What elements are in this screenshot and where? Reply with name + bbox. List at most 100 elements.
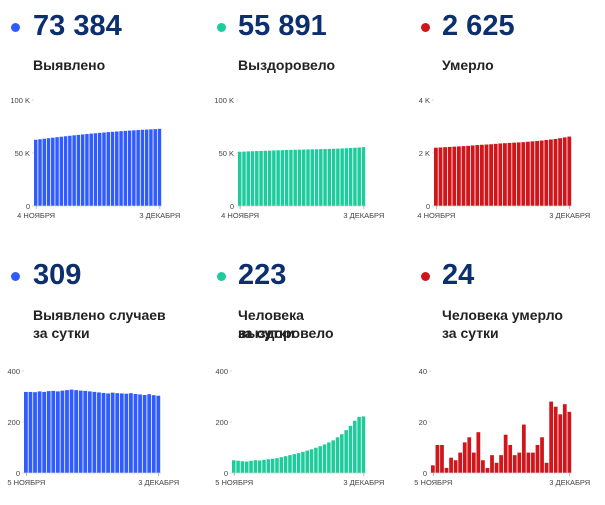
bar bbox=[80, 134, 85, 206]
bar bbox=[153, 129, 157, 206]
bar bbox=[240, 461, 245, 473]
y-tick-label: 100 K bbox=[10, 96, 30, 105]
died-daily-chart: 0 20 40 5 НОЯБРЯ 3 ДЕКАБРЯ bbox=[414, 367, 590, 487]
bar bbox=[37, 391, 42, 473]
y-tick-label: 0 bbox=[26, 202, 30, 211]
bar bbox=[444, 467, 449, 473]
bar bbox=[466, 145, 470, 206]
bar bbox=[327, 442, 331, 473]
died-daily-label-line2: за сутки bbox=[442, 325, 499, 341]
bar bbox=[136, 130, 140, 206]
bar bbox=[357, 147, 361, 206]
bar bbox=[452, 146, 457, 206]
bar bbox=[489, 144, 493, 206]
recovered-daily-label-line1: Человека выздоровело bbox=[238, 307, 334, 341]
bar bbox=[293, 149, 297, 206]
x-tick-label: 5 НОЯБРЯ bbox=[215, 478, 253, 487]
x-tick-label: 3 ДЕКАБРЯ bbox=[549, 211, 590, 220]
bar bbox=[259, 150, 263, 206]
bar bbox=[138, 394, 142, 473]
bar bbox=[296, 453, 301, 473]
bar bbox=[249, 460, 253, 473]
x-tick-label: 3 ДЕКАБРЯ bbox=[343, 478, 384, 487]
recovered-label: Выздоровело bbox=[238, 57, 336, 73]
bar bbox=[232, 460, 236, 473]
bar bbox=[98, 132, 102, 206]
bar bbox=[553, 138, 558, 206]
died-daily-dot-icon bbox=[421, 272, 430, 281]
recovered-dot-icon bbox=[217, 23, 226, 32]
bar bbox=[140, 129, 145, 206]
bar bbox=[115, 393, 120, 473]
bar bbox=[51, 390, 56, 473]
bar bbox=[156, 395, 161, 473]
bar bbox=[309, 449, 314, 473]
x-tick-label: 5 НОЯБРЯ bbox=[414, 478, 452, 487]
y-tick-label: 4 K bbox=[419, 96, 430, 105]
bar bbox=[471, 452, 476, 473]
bar bbox=[314, 447, 318, 473]
bar bbox=[275, 458, 279, 473]
bar bbox=[539, 140, 544, 206]
died-daily-value: 24 bbox=[442, 259, 475, 291]
bar bbox=[508, 444, 513, 473]
bar bbox=[301, 451, 305, 473]
bar bbox=[142, 394, 147, 473]
bar bbox=[305, 450, 309, 473]
detected-daily-dot-icon bbox=[11, 272, 20, 281]
bar bbox=[558, 138, 562, 206]
bar bbox=[292, 454, 297, 473]
bar bbox=[147, 394, 152, 473]
panel-detected-daily: 309 Выявлено случаев за сутки 0 200 400 5 Н… bbox=[0, 250, 200, 500]
bar bbox=[157, 128, 162, 206]
bar bbox=[242, 151, 246, 206]
bar bbox=[33, 392, 37, 473]
bar bbox=[462, 442, 467, 473]
bar bbox=[361, 416, 366, 473]
bar bbox=[314, 149, 319, 206]
bar bbox=[493, 143, 498, 206]
bar bbox=[449, 457, 453, 473]
bar bbox=[127, 130, 132, 206]
bar bbox=[272, 150, 276, 206]
bar bbox=[297, 149, 302, 206]
bar bbox=[133, 393, 138, 473]
panel-recovered: 55 891 Выздоровело 0 50 K 100 K 4 НОЯБРЯ 3 Д… bbox=[200, 0, 400, 250]
bar bbox=[279, 457, 284, 473]
bar bbox=[34, 139, 38, 206]
bar bbox=[481, 460, 485, 473]
bar bbox=[115, 131, 119, 206]
bar bbox=[123, 130, 128, 206]
bar bbox=[490, 455, 494, 473]
bar bbox=[110, 392, 115, 473]
recovered-daily-chart: 0 200 400 5 НОЯБРЯ 3 ДЕКАБРЯ bbox=[215, 367, 384, 487]
bar bbox=[544, 462, 549, 473]
bar bbox=[567, 411, 572, 473]
bar bbox=[544, 140, 549, 206]
died-value: 2 625 bbox=[442, 10, 515, 42]
bar bbox=[348, 148, 353, 206]
bar bbox=[322, 444, 327, 473]
bar bbox=[119, 131, 123, 206]
x-tick-label: 4 НОЯБРЯ bbox=[221, 211, 259, 220]
died-label: Умерло bbox=[442, 57, 494, 73]
bar bbox=[458, 452, 463, 473]
bar bbox=[562, 404, 567, 473]
bar bbox=[83, 390, 88, 473]
bar bbox=[106, 393, 110, 473]
bar bbox=[236, 460, 240, 473]
bar bbox=[480, 144, 484, 206]
bar bbox=[357, 416, 361, 473]
bar bbox=[151, 395, 156, 473]
bar bbox=[85, 134, 89, 206]
bar bbox=[467, 437, 472, 473]
detected-chart: 0 50 K 100 K 4 НОЯБРЯ 3 ДЕКАБРЯ bbox=[10, 96, 180, 220]
recovered-value: 55 891 bbox=[238, 10, 327, 42]
y-tick-label: 0 bbox=[224, 469, 228, 478]
x-tick-label: 3 ДЕКАБРЯ bbox=[139, 211, 180, 220]
bar bbox=[526, 452, 531, 473]
bar bbox=[476, 432, 481, 473]
bar bbox=[89, 133, 93, 206]
y-tick-label: 20 bbox=[419, 418, 427, 427]
bar bbox=[288, 455, 292, 473]
